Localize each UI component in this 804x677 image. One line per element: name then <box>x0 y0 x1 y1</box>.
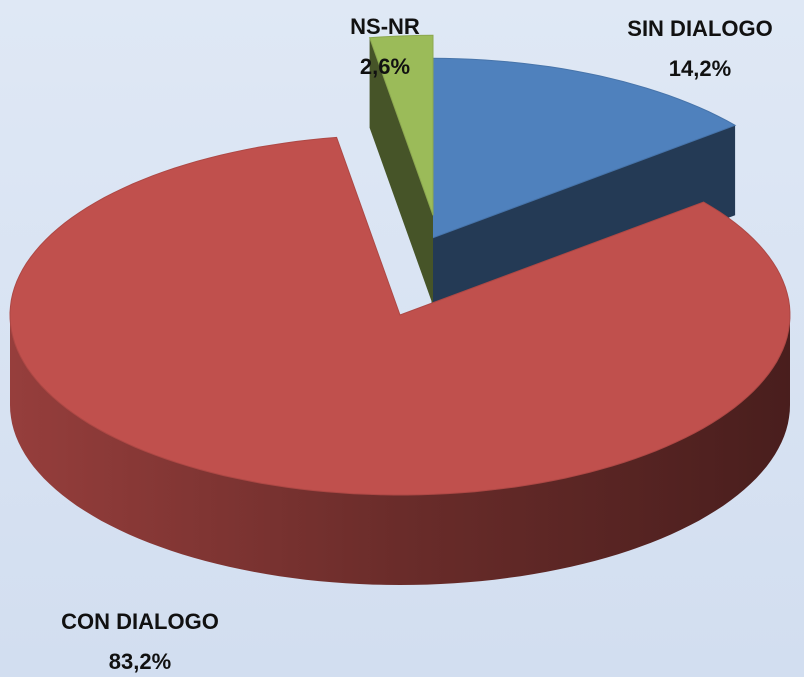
pie-slice <box>9 136 791 496</box>
slice-label: NS-NR <box>350 14 420 39</box>
slice-side <box>369 37 433 306</box>
slice-label: CON DIALOGO <box>61 609 219 634</box>
slice-value-label: 83,2% <box>109 649 171 674</box>
slice-wall <box>10 315 790 585</box>
slice-value-label: 2,6% <box>360 54 410 79</box>
slice-label: SIN DIALOGO <box>627 16 772 41</box>
pie-slice <box>431 57 737 240</box>
pie-slice <box>368 34 434 216</box>
slice-value-label: 14,2% <box>669 56 731 81</box>
